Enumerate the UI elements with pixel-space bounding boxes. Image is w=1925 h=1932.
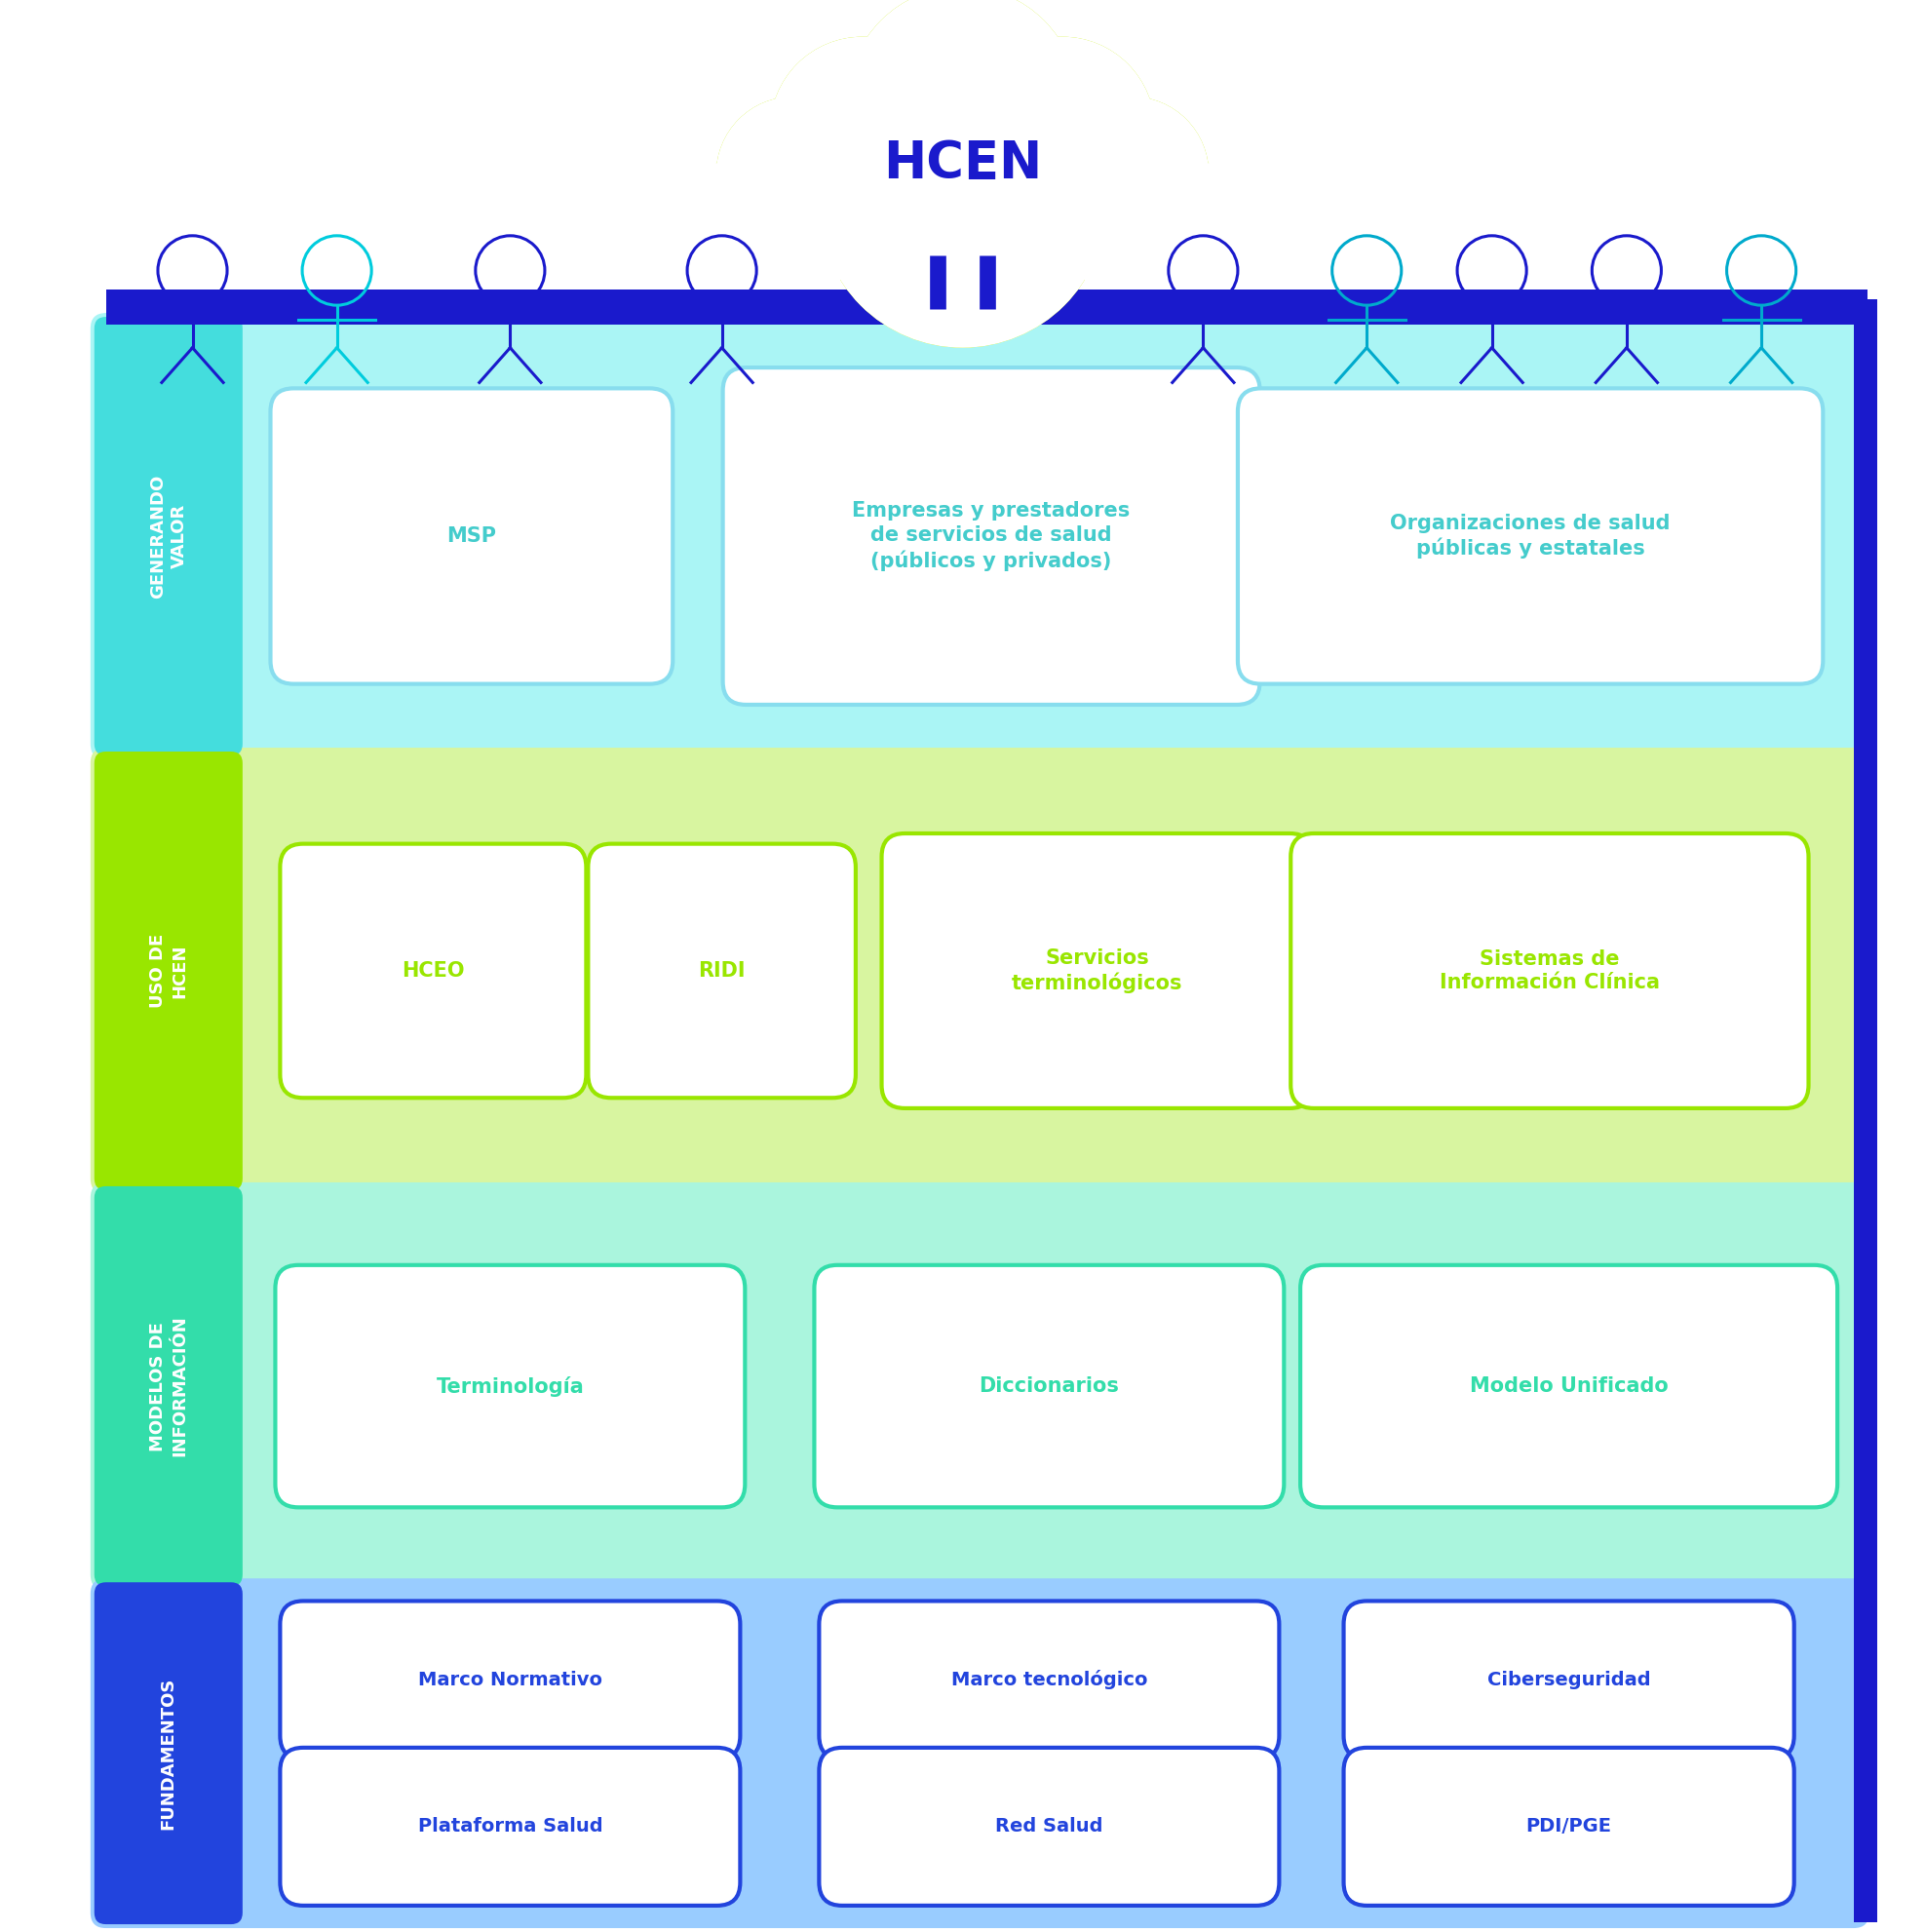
Circle shape xyxy=(866,6,1059,199)
Circle shape xyxy=(770,37,955,222)
FancyBboxPatch shape xyxy=(1301,1265,1838,1507)
FancyBboxPatch shape xyxy=(94,1582,243,1924)
Text: Modelo Unificado: Modelo Unificado xyxy=(1469,1376,1669,1397)
Bar xyxy=(106,290,1867,325)
Text: HCEO: HCEO xyxy=(402,960,464,981)
FancyBboxPatch shape xyxy=(814,1265,1284,1507)
Bar xyxy=(1854,1880,1877,1922)
Circle shape xyxy=(1074,116,1190,232)
Text: Ciberseguridad: Ciberseguridad xyxy=(1488,1671,1650,1689)
FancyBboxPatch shape xyxy=(94,752,243,1190)
Circle shape xyxy=(1103,145,1226,269)
FancyBboxPatch shape xyxy=(94,1186,243,1586)
FancyBboxPatch shape xyxy=(281,1602,741,1758)
FancyBboxPatch shape xyxy=(882,833,1313,1109)
Circle shape xyxy=(699,145,822,269)
Text: Organizaciones de salud
públicas y estatales: Organizaciones de salud públicas y estat… xyxy=(1390,514,1671,558)
FancyBboxPatch shape xyxy=(90,1182,1869,1590)
Text: Marco Normativo: Marco Normativo xyxy=(418,1671,603,1689)
Text: Plataforma Salud: Plataforma Salud xyxy=(418,1818,603,1835)
Circle shape xyxy=(699,145,822,269)
Circle shape xyxy=(970,37,1155,222)
Text: PDI/PGE: PDI/PGE xyxy=(1527,1818,1611,1835)
Text: Marco tecnológico: Marco tecnológico xyxy=(951,1671,1147,1690)
Circle shape xyxy=(970,37,1155,222)
Circle shape xyxy=(770,37,955,222)
Text: GENERANDO
VALOR: GENERANDO VALOR xyxy=(148,473,189,599)
Bar xyxy=(1854,299,1877,1922)
Circle shape xyxy=(735,116,851,232)
Text: Empresas y prestadores
de servicios de salud
(públicos y privados): Empresas y prestadores de servicios de s… xyxy=(853,500,1130,572)
FancyBboxPatch shape xyxy=(90,748,1869,1194)
Text: Diccionarios: Diccionarios xyxy=(980,1376,1118,1397)
FancyBboxPatch shape xyxy=(90,313,1869,759)
Circle shape xyxy=(1122,164,1207,249)
Text: Servicios
terminológicos: Servicios terminológicos xyxy=(1013,949,1182,993)
FancyBboxPatch shape xyxy=(1238,388,1823,684)
FancyBboxPatch shape xyxy=(1344,1602,1794,1758)
Circle shape xyxy=(1103,145,1226,269)
FancyBboxPatch shape xyxy=(281,1748,741,1905)
Circle shape xyxy=(818,58,1107,348)
FancyBboxPatch shape xyxy=(94,317,243,755)
FancyBboxPatch shape xyxy=(1344,1748,1794,1905)
Bar xyxy=(693,164,1232,280)
Circle shape xyxy=(847,0,1078,218)
FancyBboxPatch shape xyxy=(281,844,585,1097)
FancyBboxPatch shape xyxy=(589,844,857,1097)
Circle shape xyxy=(1055,97,1209,251)
Text: RIDI: RIDI xyxy=(699,960,745,981)
Circle shape xyxy=(989,56,1136,203)
Text: MODELOS DE
INFORMACIÓN: MODELOS DE INFORMACIÓN xyxy=(148,1316,189,1457)
Circle shape xyxy=(837,77,1088,328)
FancyBboxPatch shape xyxy=(90,1578,1869,1928)
FancyBboxPatch shape xyxy=(820,1602,1280,1758)
Circle shape xyxy=(716,97,870,251)
Circle shape xyxy=(818,58,1107,348)
FancyBboxPatch shape xyxy=(820,1748,1280,1905)
Circle shape xyxy=(1055,97,1209,251)
Circle shape xyxy=(718,164,803,249)
Circle shape xyxy=(716,97,870,251)
Text: Red Salud: Red Salud xyxy=(995,1818,1103,1835)
FancyBboxPatch shape xyxy=(724,367,1261,705)
FancyBboxPatch shape xyxy=(275,1265,745,1507)
Text: MSP: MSP xyxy=(447,526,497,547)
Circle shape xyxy=(847,0,1078,218)
FancyBboxPatch shape xyxy=(270,388,674,684)
Text: Sistemas de
Información Clínica: Sistemas de Información Clínica xyxy=(1440,949,1659,993)
Text: HCEN: HCEN xyxy=(884,139,1041,189)
Text: FUNDAMENTOS: FUNDAMENTOS xyxy=(160,1677,177,1830)
Text: USO DE
HCEN: USO DE HCEN xyxy=(148,933,189,1009)
FancyBboxPatch shape xyxy=(1292,833,1810,1109)
Text: Terminología: Terminología xyxy=(437,1376,583,1397)
Circle shape xyxy=(789,56,936,203)
